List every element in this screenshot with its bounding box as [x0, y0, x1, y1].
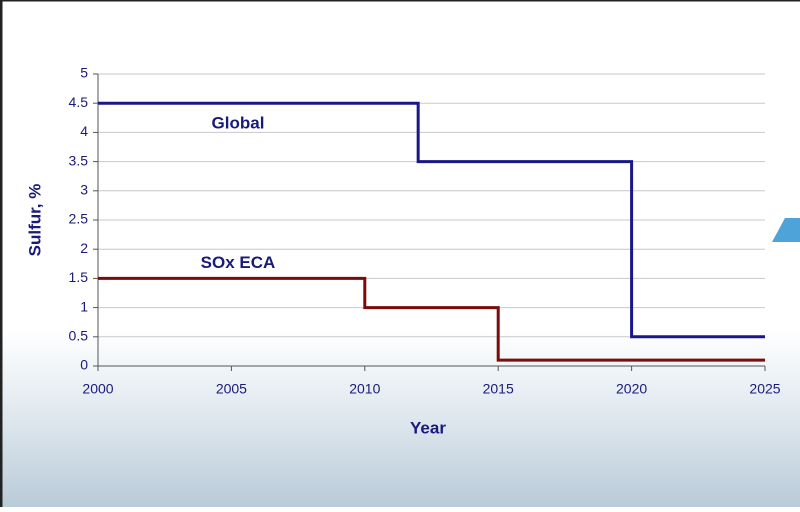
series-label: Global: [212, 114, 265, 133]
x-tick-label: 2015: [483, 381, 514, 397]
y-axis-label: Sulfur, %: [25, 184, 44, 257]
y-tick-label: 2: [80, 240, 88, 256]
y-tick-label: 4.5: [69, 94, 89, 110]
y-tick-label: 3: [80, 182, 88, 198]
x-tick-label: 2020: [616, 381, 647, 397]
background: [0, 0, 800, 507]
page: 0 0.5 1 1.5 2 2.5 3 3.5 4 4.5 5 2000 2005 2010 2015 202…: [0, 0, 800, 507]
y-tick-label: 2.5: [69, 211, 89, 227]
y-tick-label: 0.5: [69, 328, 89, 344]
x-tick-label: 2025: [749, 381, 780, 397]
x-axis-label: Year: [410, 418, 446, 437]
y-tick-label: 1.5: [69, 269, 89, 285]
y-tick-label: 4: [80, 123, 88, 139]
x-tick-label: 2010: [349, 381, 380, 397]
y-tick-label: 1: [80, 298, 88, 314]
x-tick-label: 2000: [82, 381, 113, 397]
y-tick-label: 0: [80, 357, 88, 373]
series-label: SOx ECA: [201, 253, 276, 272]
chart: 0 0.5 1 1.5 2 2.5 3 3.5 4 4.5 5 2000 2005 2010 2015 202…: [0, 0, 800, 507]
x-tick-label: 2005: [216, 381, 247, 397]
y-tick-label: 3.5: [69, 152, 89, 168]
y-tick-label: 5: [80, 65, 88, 81]
